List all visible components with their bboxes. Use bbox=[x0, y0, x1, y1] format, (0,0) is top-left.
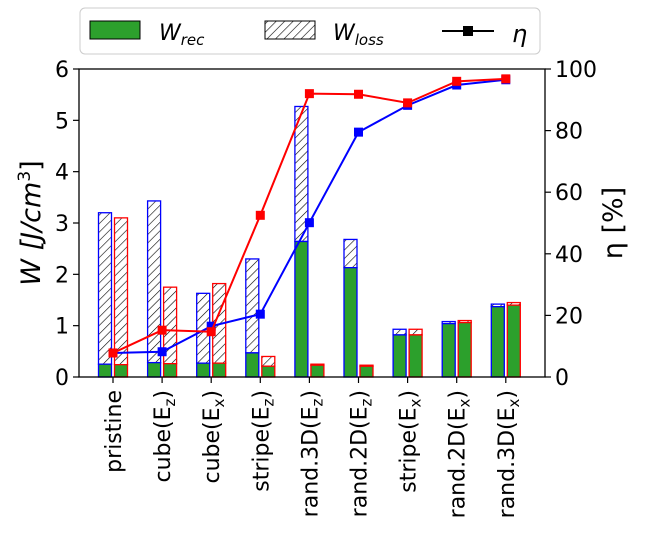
eta-point-blue-5 bbox=[354, 127, 363, 137]
y-right-tick-label-5: 100 bbox=[555, 58, 597, 83]
bar-wrec-blue-7 bbox=[441, 322, 456, 378]
y-right-tick-label-0: 0 bbox=[555, 366, 569, 391]
bar-wrec-red-6 bbox=[408, 334, 423, 378]
legend-eta-label: η bbox=[512, 20, 527, 48]
y-right-tick-label-3: 60 bbox=[555, 181, 583, 206]
bar-wloss-blue-6 bbox=[392, 328, 407, 336]
y-right-axis-title: η [%] bbox=[598, 187, 629, 259]
bar-wrec-red-4 bbox=[310, 364, 325, 378]
legend-wrec-swatch bbox=[89, 20, 141, 40]
bar-wrec-red-2 bbox=[212, 362, 227, 378]
y-left-tick-label-5: 5 bbox=[55, 109, 69, 134]
bar-wrec-red-3 bbox=[261, 365, 276, 378]
eta-point-blue-2 bbox=[206, 321, 216, 331]
y-left-tick-label-3: 3 bbox=[55, 212, 69, 237]
x-tick-label-0: pristine bbox=[102, 390, 127, 473]
bar-wrec-red-7 bbox=[457, 321, 472, 378]
legend-wloss-label: Wloss bbox=[333, 21, 384, 49]
y-right-tick-label-2: 40 bbox=[555, 243, 583, 268]
x-tick-label-3: stripe(Ez) bbox=[249, 390, 277, 492]
bar-wrec-red-8 bbox=[506, 304, 521, 378]
bar-wloss-blue-1 bbox=[146, 200, 162, 364]
y-right-tick-label-1: 20 bbox=[555, 304, 583, 329]
bar-wloss-red-3 bbox=[261, 355, 276, 367]
bar-wrec-blue-2 bbox=[196, 362, 211, 378]
eta-point-red-8 bbox=[501, 74, 511, 84]
y-left-tick-label-0: 0 bbox=[55, 366, 69, 391]
x-tick-label-6: stripe(Ex) bbox=[397, 390, 425, 493]
y-left-tick-label-4: 4 bbox=[55, 161, 69, 186]
x-tick-label-7: rand.2D(Ex) bbox=[446, 390, 474, 518]
bar-wloss-blue-3 bbox=[245, 258, 260, 354]
bar-wloss-red-0 bbox=[113, 217, 129, 366]
bar-wrec-blue-3 bbox=[245, 352, 260, 378]
bar-wloss-blue-5 bbox=[343, 238, 358, 269]
bar-wrec-blue-4 bbox=[294, 240, 309, 378]
eta-point-red-2 bbox=[206, 327, 216, 337]
y-left-tick-label-2: 2 bbox=[55, 263, 69, 288]
legend: Wrec Wloss η bbox=[79, 7, 541, 55]
bar-wrec-red-0 bbox=[113, 364, 129, 378]
eta-point-red-1 bbox=[157, 325, 167, 335]
eta-point-red-6 bbox=[403, 98, 413, 108]
x-tick-label-1: cube(Ez) bbox=[151, 390, 179, 483]
eta-point-blue-1 bbox=[157, 347, 167, 357]
bar-wrec-red-5 bbox=[359, 365, 374, 378]
x-tick-label-5: rand.2D(Ez) bbox=[348, 390, 376, 517]
eta-point-red-7 bbox=[452, 76, 462, 86]
bar-wrec-blue-1 bbox=[146, 361, 162, 378]
y-left-tick-label-1: 1 bbox=[55, 315, 69, 340]
bar-wloss-red-6 bbox=[408, 328, 423, 336]
x-tick-label-8: rand.3D(Ex) bbox=[495, 390, 523, 518]
legend-wloss-swatch bbox=[264, 20, 316, 40]
eta-point-red-3 bbox=[255, 210, 265, 220]
eta-point-red-4 bbox=[304, 89, 314, 99]
x-tick-label-2: cube(Ex) bbox=[200, 390, 228, 484]
y-left-axis-title: W [J/cm3] bbox=[15, 160, 47, 285]
bar-wrec-red-1 bbox=[162, 363, 178, 378]
bar-wrec-blue-0 bbox=[97, 363, 113, 378]
bar-wrec-blue-8 bbox=[490, 306, 505, 378]
bar-wrec-blue-6 bbox=[392, 334, 407, 378]
y-right-tick-label-4: 80 bbox=[555, 120, 583, 145]
eta-point-red-5 bbox=[354, 89, 363, 99]
bar-wloss-blue-0 bbox=[97, 212, 113, 365]
eta-point-blue-4 bbox=[304, 218, 314, 228]
y-left-tick-label-6: 6 bbox=[55, 58, 69, 83]
legend-wrec-label: Wrec bbox=[159, 21, 205, 49]
x-tick-label-4: rand.3D(Ez) bbox=[298, 390, 326, 517]
eta-point-red-0 bbox=[108, 348, 118, 358]
bar-wrec-blue-5 bbox=[343, 267, 358, 378]
legend-eta-marker bbox=[463, 26, 473, 36]
eta-point-blue-3 bbox=[255, 309, 265, 319]
